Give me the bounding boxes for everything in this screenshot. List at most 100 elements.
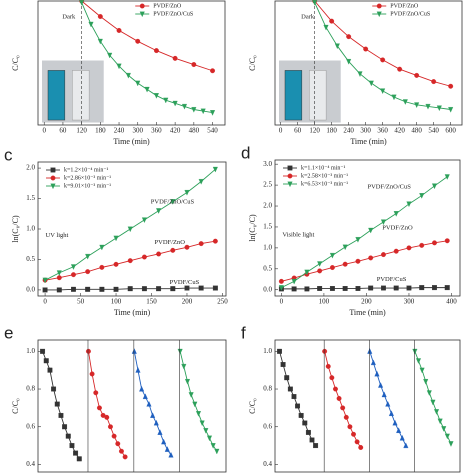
x-tick-label: 200 (361, 298, 372, 306)
data-point (317, 286, 323, 291)
data-point (431, 79, 437, 85)
legend-label: k=2.58×10⁻³ min⁻¹ (301, 173, 348, 179)
series-line (414, 351, 452, 444)
data-point (393, 211, 399, 217)
data-point (71, 272, 76, 278)
series-line (42, 351, 80, 460)
data-point (342, 244, 348, 251)
y-tick-label: 2.0 (263, 202, 272, 210)
data-point (135, 80, 141, 87)
data-point (200, 108, 206, 115)
y-tick-label: 0.0 (263, 285, 272, 293)
x-tick-label: 60 (59, 127, 67, 135)
data-point (403, 442, 409, 449)
data-point (399, 434, 405, 441)
data-point (139, 385, 145, 392)
x-tick-label: 120 (76, 127, 87, 135)
data-point (184, 244, 190, 250)
data-point (448, 107, 454, 113)
data-point (277, 348, 282, 354)
data-point (163, 97, 169, 104)
x-tick-label: 300 (132, 127, 143, 135)
data-point (191, 62, 197, 68)
data-point (380, 252, 386, 258)
data-point (378, 382, 384, 388)
data-point (135, 367, 141, 373)
data-point (88, 21, 94, 28)
data-point (381, 391, 387, 398)
data-point (99, 244, 105, 251)
data-point (317, 261, 323, 267)
data-point (304, 269, 310, 276)
data-point (210, 110, 216, 116)
y-tick-label: 0.8 (26, 385, 35, 393)
data-point (374, 370, 380, 377)
data-point (97, 38, 103, 45)
panel-letter: d (241, 143, 250, 162)
series-line (87, 351, 126, 458)
data-point (184, 379, 191, 385)
data-point (329, 375, 335, 381)
data-point (206, 435, 213, 442)
data-point (116, 28, 122, 33)
data-point (50, 183, 56, 190)
data-point (113, 286, 119, 292)
data-point (198, 179, 204, 185)
x-tick-label: 0 (279, 127, 283, 135)
data-point (65, 433, 71, 439)
data-point (210, 68, 215, 74)
data-point (317, 268, 323, 274)
y-tick-label: 2.0 (26, 164, 35, 172)
data-point (150, 412, 156, 418)
data-point (376, 11, 382, 18)
data-point (414, 102, 420, 108)
data-point (287, 386, 293, 392)
x-tick-label: 400 (446, 298, 457, 306)
x-tick-label: 60 (294, 127, 302, 135)
data-point (40, 348, 46, 354)
data-point (444, 285, 450, 291)
x-tick-label: 0 (280, 298, 284, 306)
data-point (396, 427, 402, 433)
data-point (156, 251, 162, 257)
data-point (153, 48, 159, 54)
data-point (144, 86, 150, 93)
data-point (287, 173, 293, 179)
data-point (444, 238, 450, 244)
y-tick-label: 0.4 (263, 460, 272, 468)
annotation: UV light (46, 232, 69, 239)
data-point (448, 83, 454, 89)
data-point (192, 401, 198, 408)
data-point (89, 371, 95, 377)
x-tick-label: 120 (309, 127, 320, 135)
data-point (47, 367, 53, 373)
data-point (302, 420, 308, 426)
data-point (142, 393, 148, 400)
data-point (50, 175, 56, 181)
data-point (391, 94, 397, 101)
y-tick-label: 0.5 (263, 264, 272, 272)
y-tick-label: 0.4 (26, 460, 35, 468)
data-point (287, 181, 293, 188)
data-point (380, 285, 386, 291)
x-tick-label: 150 (146, 298, 157, 306)
data-point (346, 59, 352, 65)
x-tick-label: 240 (114, 127, 125, 135)
legend-label: PVDF/ZnO/CuS (390, 11, 430, 17)
data-point (419, 285, 425, 291)
legend-label: k=6.53×10⁻³ min⁻¹ (301, 181, 348, 187)
data-point (172, 55, 178, 61)
y-tick-label: 1.5 (263, 223, 272, 231)
x-tick-label: 240 (343, 127, 354, 135)
data-point (191, 107, 197, 113)
data-point (127, 286, 133, 292)
x-tick-label: 360 (151, 127, 162, 135)
data-point (397, 66, 403, 72)
data-point (99, 264, 105, 270)
data-point (111, 433, 117, 439)
data-point (76, 456, 82, 462)
x-tick-label: 360 (377, 127, 388, 135)
annotation: PVDF/ZnO (382, 224, 413, 231)
data-point (212, 285, 218, 291)
annotation: Dark (301, 14, 315, 21)
